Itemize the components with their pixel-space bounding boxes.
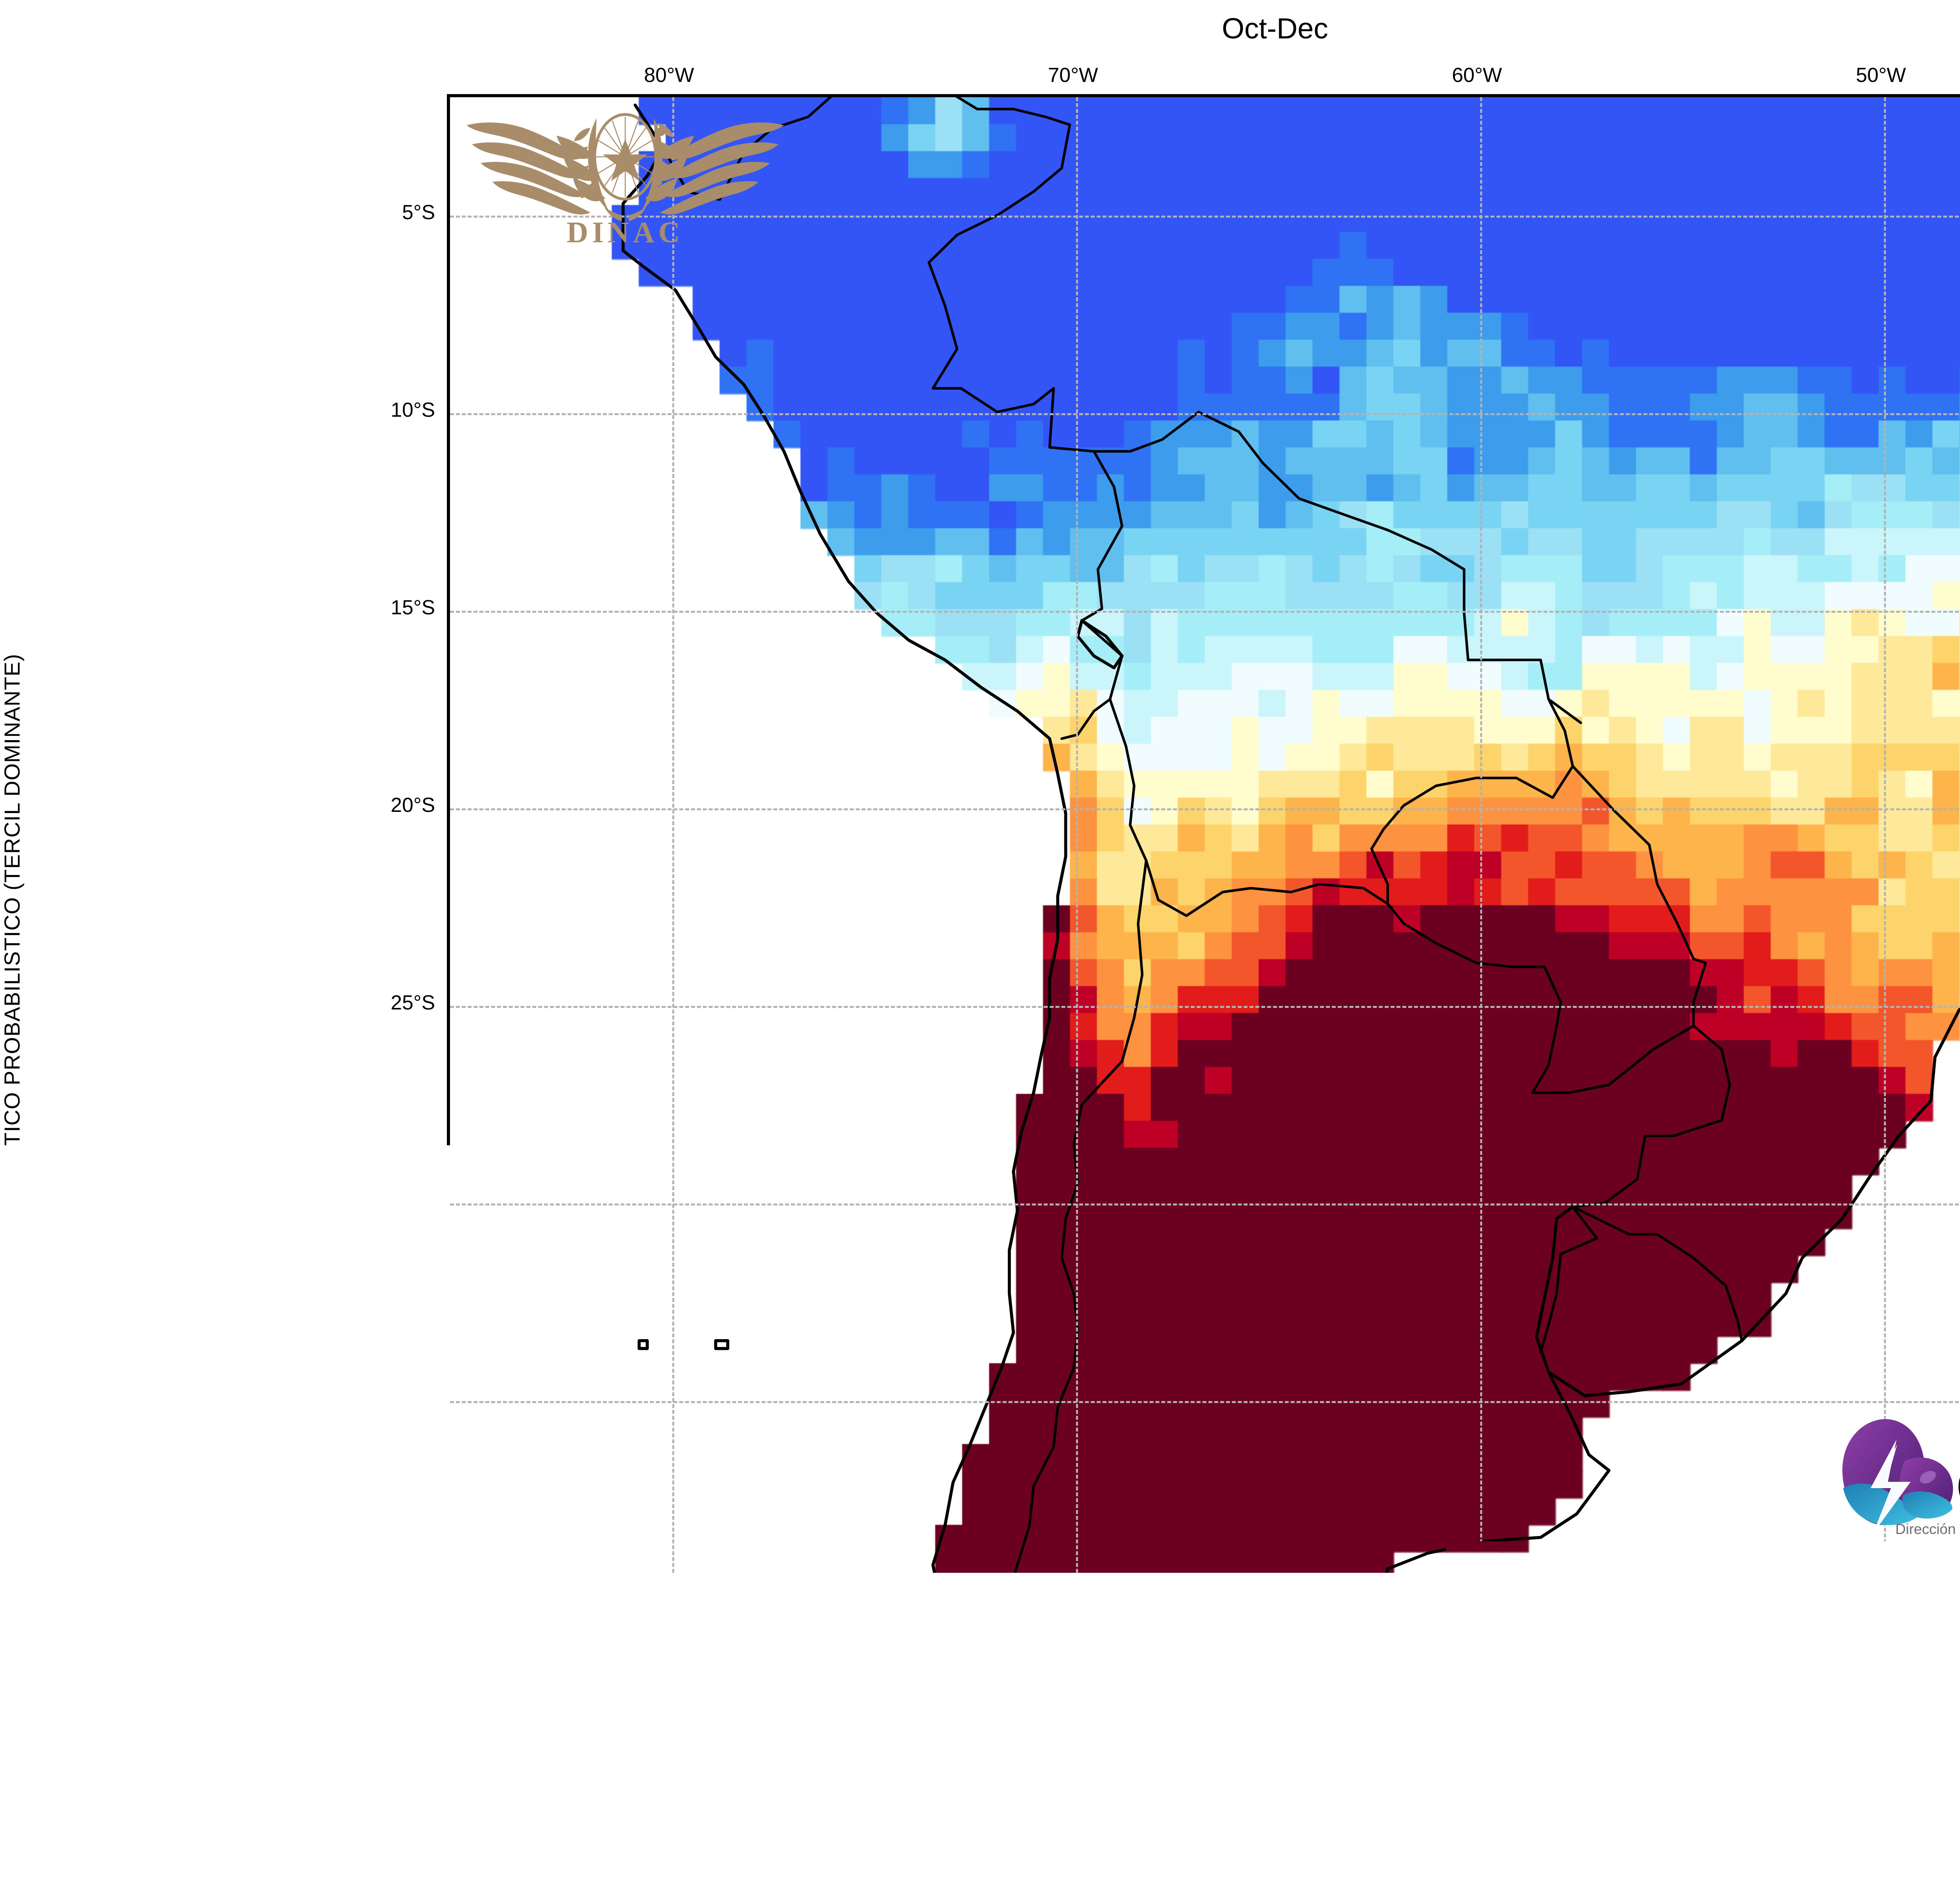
colorbar-tick-label: 45 — [1243, 1791, 1321, 1814]
lat-tick-label-left: 20°S — [333, 793, 435, 817]
lon-tick-label-bottom: 80°W — [618, 1587, 720, 1610]
colorbar-below-normal-title: INFERIOR A LA NORMAL(%) — [118, 1842, 929, 1866]
colorbar-tick — [388, 1771, 390, 1788]
lon-tick-label-top: 60°W — [1426, 64, 1528, 87]
lon-tick-label-top: 80°W — [618, 64, 720, 87]
colorbar-swatch — [1367, 1723, 1452, 1768]
page-title: Oct-Dec — [447, 12, 1960, 45]
colorbar-above-normal-ticks — [1633, 1771, 1960, 1791]
lon-tick-label-top: 50°W — [1830, 64, 1932, 87]
colorbar-swatch — [389, 1723, 478, 1768]
colorbar-tick-label: 70 — [708, 1791, 786, 1814]
colorbar-swatch — [1879, 1723, 1960, 1768]
colorbar-below-normal-labels: 40 45 50 55 60 65 70 75 — [118, 1791, 929, 1822]
colorbar-swatch — [1798, 1723, 1879, 1768]
colorbar-tick — [298, 1771, 301, 1788]
colorbar-swatch — [1717, 1723, 1798, 1768]
colorbar-normal-labels: 40 45 50 — [1109, 1791, 1454, 1822]
colorbar-tick — [836, 1771, 838, 1788]
colorbar-swatch — [1282, 1723, 1367, 1768]
colorbar-tick — [477, 1771, 480, 1788]
forecast-heatmap-raster — [450, 97, 1960, 1573]
colorbar-normal-swatches — [1109, 1720, 1454, 1771]
colorbar-tick-label: 50 — [1328, 1791, 1406, 1814]
colorbar-above-normal-swatches — [1633, 1720, 1960, 1771]
colorbar-swatch — [1197, 1723, 1282, 1768]
colorbar-tick — [1196, 1771, 1198, 1788]
colorbar-tick — [657, 1771, 659, 1788]
colorbar-tick-label: 40 — [171, 1791, 249, 1814]
lat-tick-label-left: 15°S — [333, 596, 435, 619]
lon-tick-label-bottom: 60°W — [1426, 1587, 1528, 1610]
colorbar-above-normal-labels: 4045505560657075 — [1633, 1791, 1960, 1822]
colorbar-tick — [1281, 1771, 1283, 1788]
colorbar-below-normal-ticks — [118, 1771, 929, 1791]
colorbar-above-normal: 4045505560657075 SUPERIOR A LA NORMAL (%… — [1633, 1720, 1960, 1822]
colorbar-tick-label: 55 — [439, 1791, 518, 1814]
lat-tick-label-left: 10°S — [333, 398, 435, 422]
colorbar-normal-title: NORMAL (%) — [1109, 1842, 1454, 1866]
colorbar-tick — [746, 1771, 748, 1788]
colorbar-swatch — [299, 1723, 389, 1768]
colorbar-swatch — [837, 1723, 926, 1768]
colorbar-tick-label: 60 — [529, 1791, 607, 1814]
colorbar-tick-label: 45 — [260, 1791, 339, 1814]
lat-tick-label-left: 35°S — [333, 1386, 435, 1410]
colorbar-tick — [1366, 1771, 1368, 1788]
lon-tick-label-bottom: 70°W — [1022, 1587, 1124, 1610]
lon-tick-label-top: 70°W — [1022, 64, 1124, 87]
colorbar-tick-label: 40 — [1158, 1791, 1236, 1814]
colorbar-swatch — [210, 1723, 299, 1768]
colorbar-tick-label: 50 — [1840, 1791, 1918, 1814]
colorbar-tick — [1878, 1771, 1880, 1788]
map-plot-area — [447, 94, 1960, 1576]
colorbar-tick-label: 75 — [798, 1791, 876, 1814]
colorbar-normal-ticks — [1109, 1771, 1454, 1791]
colorbar-below-normal-swatches — [118, 1720, 929, 1771]
lat-tick-label-left: 25°S — [333, 991, 435, 1015]
colorbar-swatch — [1635, 1723, 1717, 1768]
colorbar-normal: 40 45 50 NORMAL (%) — [1109, 1720, 1454, 1822]
colorbar-tick-label: 40 — [1677, 1791, 1756, 1814]
colorbar-swatch — [120, 1723, 210, 1768]
colorbar-tick-label: 65 — [619, 1791, 697, 1814]
y-axis-label: PRONOSTICO PROBABILISTICO (TERCIL DOMINA… — [0, 0, 24, 1897]
colorbar-tick-label: 50 — [350, 1791, 428, 1814]
colorbar-tick-label: 45 — [1759, 1791, 1837, 1814]
colorbar-tick — [209, 1771, 211, 1788]
colorbar-tick — [1797, 1771, 1799, 1788]
colorbar-swatch — [658, 1723, 747, 1768]
colorbar-above-normal-title: SUPERIOR A LA NORMAL (%) — [1633, 1842, 1960, 1866]
colorbar-tick — [1715, 1771, 1718, 1788]
colorbar-swatch — [479, 1723, 568, 1768]
colorbar-swatch — [568, 1723, 657, 1768]
lat-tick-label-left: 30°S — [333, 1189, 435, 1212]
colorbar-tick-label: 55 — [1921, 1791, 1960, 1814]
colorbar-swatch — [1112, 1723, 1197, 1768]
colorbar-below-normal: 40 45 50 55 60 65 70 75 INFERIOR A LA NORMAL(%) — [118, 1720, 929, 1822]
lat-tick-label-left: 5°S — [333, 201, 435, 224]
lon-tick-label-bottom: 50°W — [1830, 1587, 1932, 1610]
colorbar-tick — [567, 1771, 569, 1788]
colorbar-swatch — [747, 1723, 837, 1768]
